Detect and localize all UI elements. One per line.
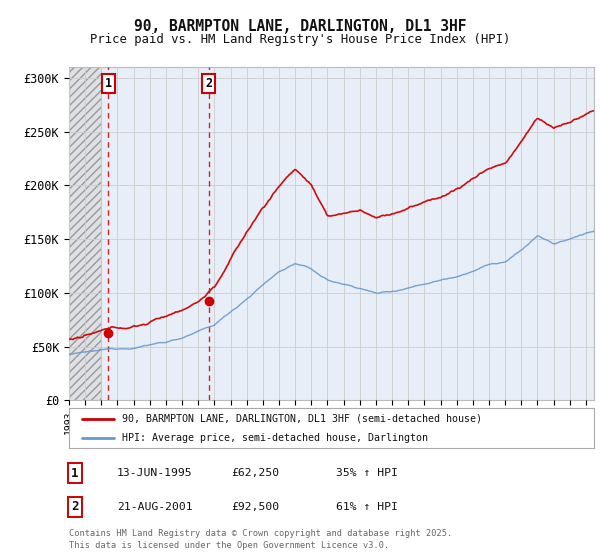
Text: 35% ↑ HPI: 35% ↑ HPI [336,468,398,478]
Text: Price paid vs. HM Land Registry's House Price Index (HPI): Price paid vs. HM Land Registry's House … [90,32,510,46]
Text: 21-AUG-2001: 21-AUG-2001 [117,502,193,512]
Text: 1: 1 [71,466,79,480]
Bar [69,67,101,400]
Text: HPI: Average price, semi-detached house, Darlington: HPI: Average price, semi-detached house,… [121,433,427,443]
Text: 90, BARMPTON LANE, DARLINGTON, DL1 3HF (semi-detached house): 90, BARMPTON LANE, DARLINGTON, DL1 3HF (… [121,414,482,424]
Text: £62,250: £62,250 [231,468,279,478]
Text: 2: 2 [71,500,79,514]
Text: £92,500: £92,500 [231,502,279,512]
Text: 90, BARMPTON LANE, DARLINGTON, DL1 3HF: 90, BARMPTON LANE, DARLINGTON, DL1 3HF [134,20,466,34]
Text: 1: 1 [105,77,112,90]
Text: 13-JUN-1995: 13-JUN-1995 [117,468,193,478]
Text: Contains HM Land Registry data © Crown copyright and database right 2025.
This d: Contains HM Land Registry data © Crown c… [69,529,452,550]
Text: 61% ↑ HPI: 61% ↑ HPI [336,502,398,512]
Text: 2: 2 [205,77,212,90]
